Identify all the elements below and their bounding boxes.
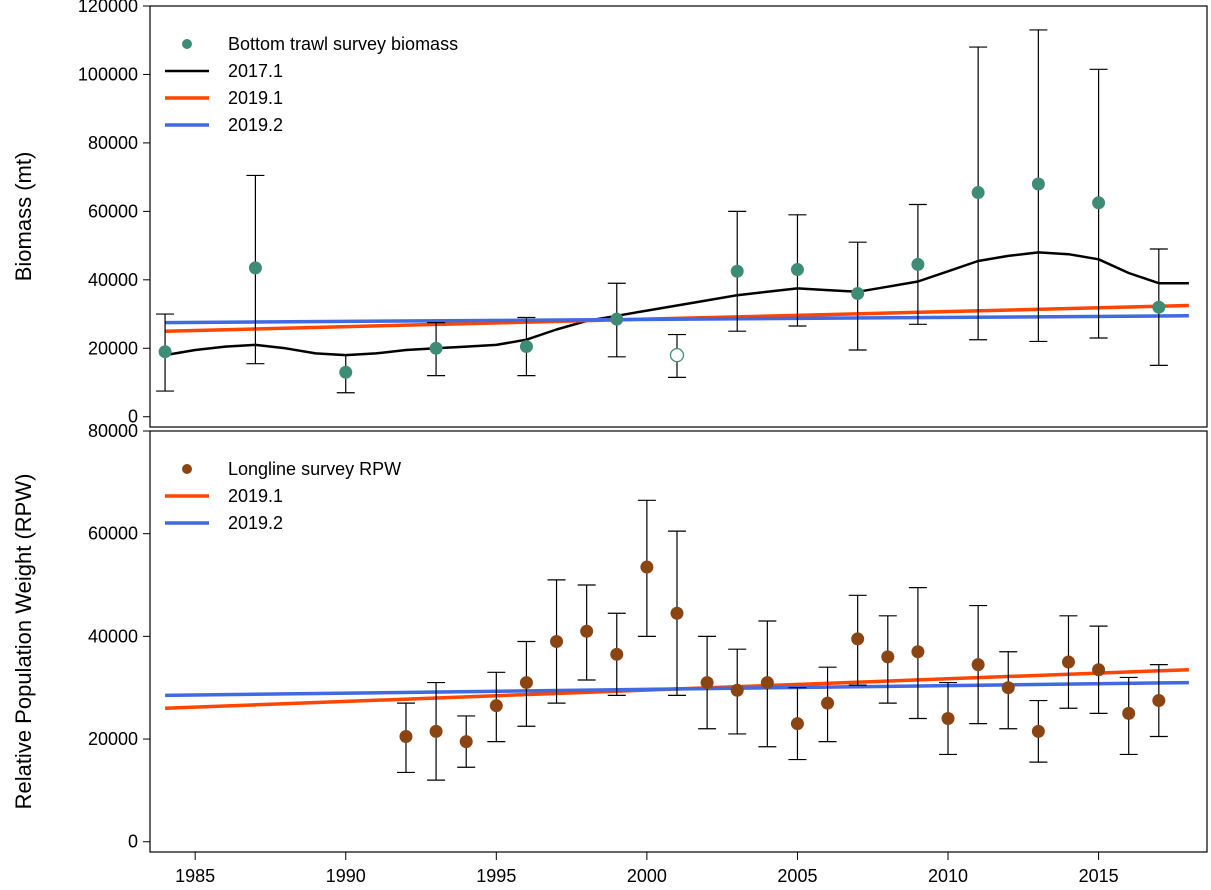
biomass-survey-point [248,261,262,275]
biomass-y-axis-title: Biomass (mt) [11,152,36,282]
biomass-survey-point [1031,177,1045,191]
rpw-legend-point-marker [182,464,192,474]
biomass-y-tick-label: 20000 [88,338,138,358]
rpw-survey-point [399,729,413,743]
x-tick-label: 2015 [1079,866,1119,886]
rpw-survey-point [760,676,774,690]
biomass-survey-point [519,340,533,354]
biomass-panel: 0 20000 40000 60000 80000 100000 120000 Biomass… [11,0,1208,428]
biomass-series-line-2017-1 [164,251,1189,357]
biomass-plot-frame [149,5,1208,428]
biomass-y-tick-label: 60000 [88,201,138,221]
rpw-legend-label: Longline survey RPW [228,459,401,479]
biomass-survey-point [790,263,804,277]
biomass-survey-point [851,287,865,301]
rpw-survey-point [610,647,624,661]
x-tick-label: 2000 [627,866,667,886]
x-tick-label: 2010 [928,866,968,886]
biomass-y-tick-label: 120000 [78,0,138,16]
rpw-y-axis-title: Relative Population Weight (RPW) [11,474,36,810]
rpw-survey-point [1031,724,1045,738]
biomass-survey-point [911,257,925,271]
rpw-plot-frame [149,430,1208,853]
biomass-survey-point [730,264,744,278]
biomass-y-tick-label: 80000 [88,133,138,153]
x-axis: 1985 1990 1995 2000 2005 2010 2015 [175,852,1119,886]
x-tick-label: 1990 [326,866,366,886]
biomass-y-tick-label: 0 [128,407,138,427]
rpw-survey-point [1061,655,1075,669]
rpw-survey-point [640,560,654,574]
biomass-y-tick-label: 40000 [88,270,138,290]
rpw-panel: 0 20000 40000 60000 80000 Relative Population… [11,421,1208,853]
rpw-survey-point [1092,663,1106,677]
biomass-survey-point [339,365,353,379]
rpw-survey-point [1001,681,1015,695]
rpw-survey-point [550,635,564,648]
rpw-survey-point [580,624,594,638]
biomass-survey-point [1092,196,1106,210]
biomass-legend-point-marker [182,39,192,49]
biomass-y-tick-label: 100000 [78,64,138,84]
rpw-y-tick-label: 40000 [88,626,138,646]
rpw-survey-point [1152,694,1166,708]
biomass-series-line-2019-2 [165,314,1189,325]
rpw-survey-point [489,699,503,713]
x-tick-label: 2005 [777,866,817,886]
rpw-y-tick-label: 0 [128,832,138,852]
biomass-legend-label: 2019.2 [228,115,283,135]
rpw-survey-point [670,606,684,620]
rpw-survey-point [971,658,985,672]
biomass-survey-point [669,347,685,363]
biomass-survey-point [610,312,624,326]
biomass-legend-label: Bottom trawl survey biomass [228,34,458,54]
biomass-survey-point [971,186,985,200]
rpw-survey-point [941,712,955,726]
rpw-y-tick-label: 80000 [88,421,138,441]
rpw-survey-point [911,645,925,659]
rpw-survey-point [821,696,835,710]
rpw-survey-point [730,683,744,697]
biomass-survey-point [1152,300,1166,314]
rpw-survey-point [1122,706,1136,720]
rpw-survey-point [459,735,473,749]
rpw-survey-point [851,632,865,646]
rpw-survey-point [881,650,895,664]
x-tick-label: 1995 [476,866,516,886]
biomass-legend-label: 2019.1 [228,88,283,108]
biomass-survey-point [158,345,172,359]
x-tick-label: 1985 [175,866,215,886]
rpw-survey-point [519,676,533,690]
rpw-legend-label: 2019.2 [228,513,283,533]
rpw-survey-point [429,724,443,738]
rpw-y-tick-label: 20000 [88,729,138,749]
biomass-legend-label: 2017.1 [228,61,283,81]
rpw-survey-point [790,717,804,731]
rpw-legend-label: 2019.1 [228,486,283,506]
biomass-survey-point [429,341,443,355]
rpw-y-tick-label: 60000 [88,524,138,544]
rpw-survey-point [700,676,714,690]
